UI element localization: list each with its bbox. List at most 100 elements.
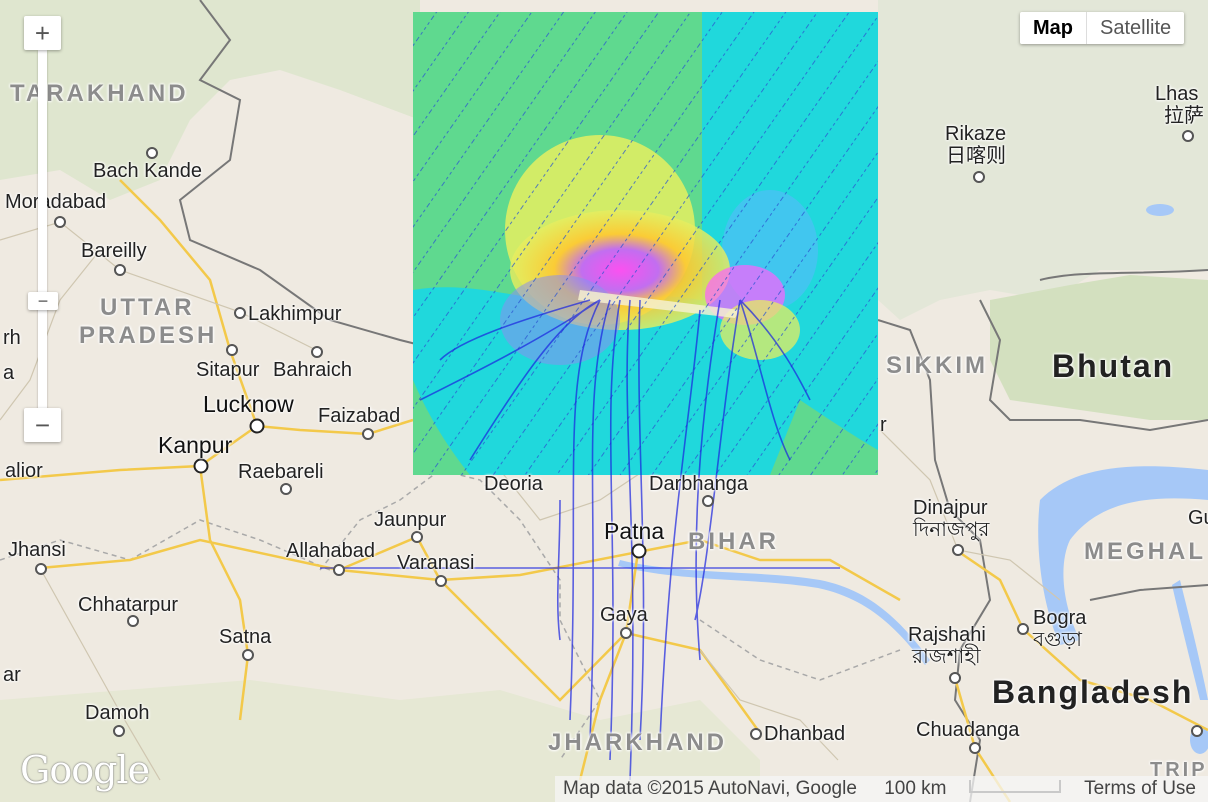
city-label: Jhansi — [8, 539, 66, 561]
map-type-control: Map Satellite — [1020, 12, 1185, 44]
city-label: Darbhanga — [649, 473, 748, 495]
city-dot — [1182, 130, 1194, 142]
map-type-map-button[interactable]: Map — [1020, 12, 1086, 44]
river-east — [1172, 580, 1208, 700]
city-dot — [280, 483, 292, 495]
google-logo[interactable]: Google — [20, 748, 150, 792]
region-label: BIHAR — [688, 528, 779, 555]
country-label: Bhutan — [1052, 348, 1175, 384]
city-label: a — [3, 362, 15, 384]
southern-plateau — [0, 680, 760, 802]
state-borders — [0, 469, 901, 761]
city-label: Patna — [604, 518, 665, 544]
region-label: PRADESH — [79, 322, 218, 349]
city-dot — [249, 418, 265, 434]
city-dot — [1191, 725, 1203, 737]
map-attribution[interactable]: Map data ©2015 AutoNavi, Google — [563, 778, 857, 799]
region-label: UTTAR — [100, 294, 195, 321]
tibet-plateau — [878, 0, 1208, 320]
city-dot — [969, 742, 981, 754]
region-label: TARAKHAND — [10, 80, 189, 107]
city-dot — [1017, 623, 1029, 635]
city-label: Gaya — [600, 604, 648, 626]
city-label: Chhatarpur — [78, 594, 179, 616]
city-label: Bach Kande — [93, 160, 202, 182]
city-label: Lakhimpur — [248, 303, 342, 325]
borders — [178, 0, 1208, 802]
city-label: Allahabad — [286, 540, 375, 562]
terms-link[interactable]: Terms of Use — [1084, 778, 1196, 799]
field-lines — [320, 299, 840, 781]
hill-terrain-west — [0, 0, 420, 200]
city-dot — [435, 575, 447, 587]
ganges-river — [618, 560, 930, 665]
city-dot — [411, 531, 423, 543]
city-label: Jaunpur — [374, 509, 447, 531]
city-dot — [631, 543, 647, 559]
city-dot — [750, 728, 762, 740]
city-label: Rikaze — [945, 123, 1007, 145]
city-dot — [226, 344, 238, 356]
region-label: TRIP — [1150, 759, 1208, 781]
city-dot — [949, 672, 961, 684]
city-dot — [146, 147, 158, 159]
city-dot — [127, 615, 139, 627]
city-label-native: 日喀则 — [946, 145, 1006, 167]
zoom-slider-handle[interactable]: − — [28, 292, 58, 310]
city-label: Varanasi — [397, 552, 475, 574]
city-label: Kanpur — [158, 432, 233, 458]
city-label: Bogra — [1033, 607, 1087, 629]
city-label: Bahraich — [273, 359, 352, 381]
zoom-in-button[interactable]: + — [24, 16, 61, 50]
city-label: Dhanbad — [764, 723, 846, 745]
city-dot — [35, 563, 47, 575]
city-label: Rajshahi — [908, 624, 986, 646]
map-type-satellite-button[interactable]: Satellite — [1086, 12, 1185, 44]
overlay-diagonal-dashes — [413, 12, 878, 475]
data-overlay — [413, 12, 878, 475]
city-label-native: 拉萨 — [1164, 105, 1204, 127]
city-dot — [311, 346, 323, 358]
lake — [1146, 204, 1174, 216]
city-label: Dinajpur — [913, 497, 988, 519]
city-dot — [114, 264, 126, 276]
city-dot — [702, 495, 714, 507]
city-dot — [113, 725, 125, 737]
city-label: Satna — [219, 626, 272, 648]
city-label: Moradabad — [5, 191, 107, 213]
city-label: Faizabad — [318, 405, 401, 427]
city-label: Damoh — [85, 702, 150, 724]
region-label: MEGHAL — [1084, 538, 1206, 565]
city-label-native: রাজশাহী — [912, 646, 981, 668]
city-dot — [193, 458, 209, 474]
city-label: ar — [3, 664, 21, 686]
city-label: Chuadanga — [916, 719, 1020, 741]
zoom-out-button[interactable]: − — [24, 408, 61, 442]
city-label: Lucknow — [203, 391, 294, 417]
city-label: Bareilly — [81, 240, 147, 262]
zoom-slider-track[interactable] — [38, 50, 47, 422]
region-label: JHARKHAND — [548, 729, 728, 756]
city-dot — [362, 428, 374, 440]
city-label: Lhas — [1155, 83, 1199, 105]
city-dot — [54, 216, 66, 228]
city-label: r — [880, 414, 887, 436]
city-label: Deoria — [484, 473, 543, 495]
city-dot — [234, 307, 246, 319]
brahmaputra-river — [1038, 466, 1208, 645]
city-dot — [333, 564, 345, 576]
scale-label: 100 km — [884, 778, 947, 799]
city-label: Sitapur — [196, 359, 260, 381]
city-dot — [973, 171, 985, 183]
city-label: Gu — [1188, 507, 1208, 529]
map-footer: Map data ©2015 AutoNavi, Google 100 km T… — [555, 776, 1208, 802]
city-dot — [242, 649, 254, 661]
city-dot — [952, 544, 964, 556]
country-label: Bangladesh — [992, 674, 1194, 710]
city-label-native: দিনাজপুর — [913, 519, 990, 541]
city-label: Raebareli — [238, 461, 324, 483]
city-label: alior — [5, 460, 43, 482]
city-dot — [620, 627, 632, 639]
city-label: rh — [3, 327, 21, 349]
